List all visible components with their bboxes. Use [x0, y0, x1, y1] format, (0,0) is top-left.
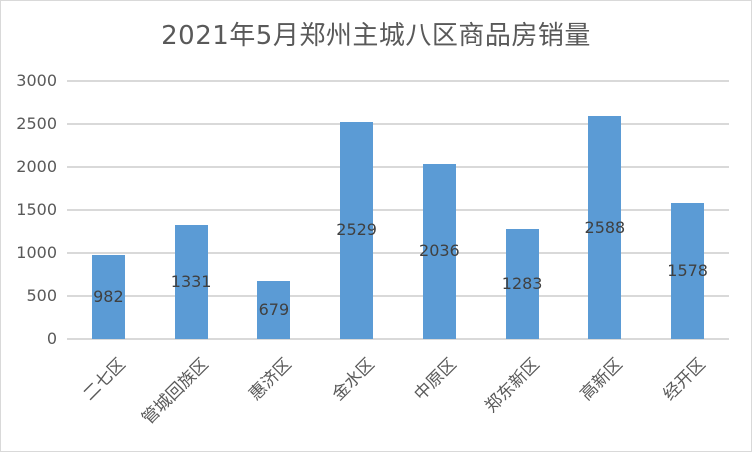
bar	[257, 280, 291, 339]
y-axis-tick-label: 0	[46, 329, 57, 348]
chart-title: 2021年5月郑州主城八区商品房销量	[161, 21, 591, 51]
y-axis-tick-label: 1000	[16, 243, 57, 262]
gridline	[67, 166, 729, 168]
data-label: 2529	[336, 220, 377, 240]
x-axis-category-label: 管城回族区	[138, 354, 213, 429]
bar	[91, 254, 125, 339]
bar	[588, 116, 622, 339]
y-axis-tick-label: 2000	[16, 157, 57, 176]
y-axis-tick-label: 3000	[16, 71, 57, 90]
gridline	[67, 338, 729, 340]
x-axis-category-label: 郑东新区	[481, 354, 544, 417]
data-label: 2036	[419, 241, 460, 261]
data-label: 982	[93, 286, 124, 306]
data-label: 1331	[170, 271, 212, 291]
x-axis-category-label: 经开区	[659, 354, 710, 405]
bar	[174, 224, 208, 339]
bar	[422, 163, 456, 339]
bar	[505, 228, 539, 339]
x-axis-category-label: 中原区	[410, 354, 462, 405]
bar	[671, 203, 705, 339]
data-label: 679	[258, 299, 290, 319]
y-axis-tick-label: 500	[26, 286, 57, 305]
x-axis-category-label: 二七区	[79, 354, 131, 405]
x-axis-category-label: 金水区	[328, 354, 379, 405]
y-axis-tick-label: 1500	[16, 200, 57, 219]
bar	[340, 121, 374, 339]
x-axis-category-label: 惠济区	[245, 354, 296, 405]
data-label: 1578	[667, 261, 708, 281]
x-axis-category-label: 高新区	[576, 354, 627, 405]
gridline	[67, 123, 729, 125]
gridline	[67, 295, 729, 297]
gridline	[67, 209, 729, 211]
y-axis-tick-label: 2500	[16, 114, 57, 133]
data-label: 1283	[501, 273, 543, 293]
data-label: 2588	[584, 217, 626, 237]
gridline	[67, 252, 729, 254]
gridline	[67, 80, 729, 82]
